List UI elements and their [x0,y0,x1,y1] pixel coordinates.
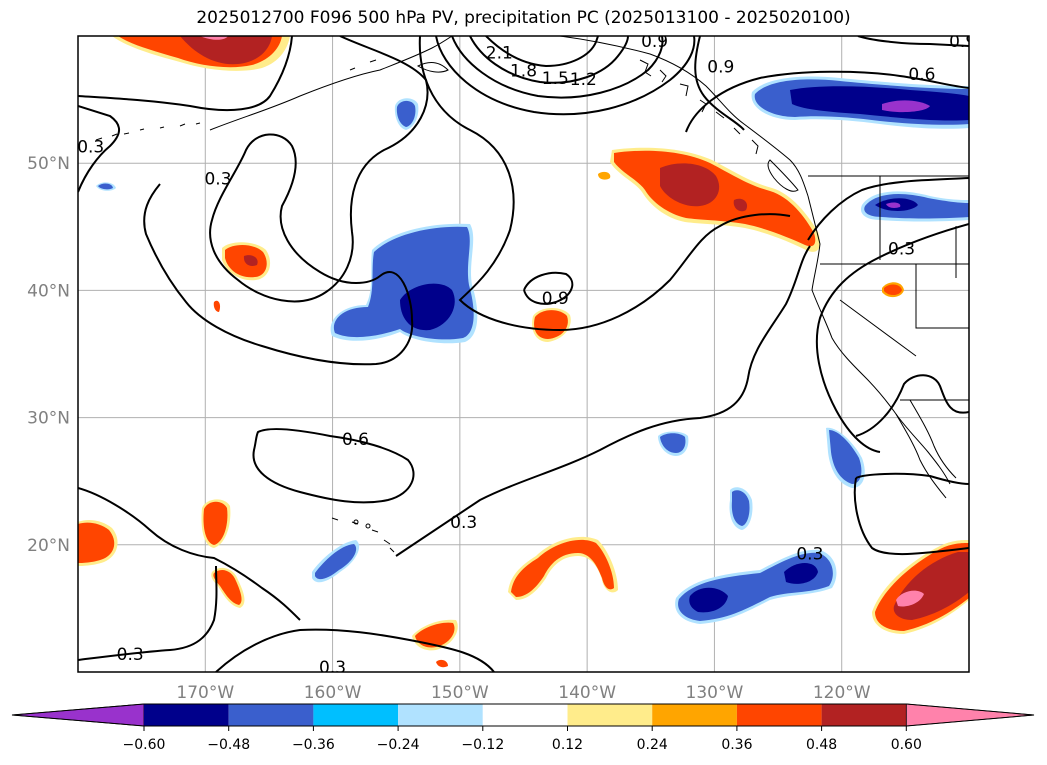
precip-blob-pnw-core [660,163,720,207]
colorbar-segment [736,704,822,726]
colorbar-segment [482,704,568,726]
colorbar-segment [567,704,653,726]
lon-tick-label: 160°W [304,683,362,703]
lon-tick-label: 130°W [686,683,744,703]
lat-tick-label: 40°N [27,281,70,301]
contour-label: 0.9 [641,32,668,52]
pv-contour-labels: 2.11.8 1.5 1.2 0.9 0.9 0.9 0.6 0.3 0.3 0.9 0.3 0.6 0… [77,32,976,678]
colorbar-tick-label: −0.36 [292,737,335,753]
contour-label: 0.6 [908,65,935,85]
contour-label: 0.9 [542,289,569,309]
lon-tick-label: 150°W [431,683,489,703]
contour-label: 0.3 [77,138,104,158]
contour-label: 1.5 [542,69,569,89]
colorbar-tick-label: 0.24 [637,737,668,753]
colorbar-segment [228,704,314,726]
colorbar-tick-label: −0.12 [461,737,504,753]
precip-blob-pnw-core-2 [733,198,748,212]
colorbar-segment [144,704,229,726]
colorbar-tick-label: 0.12 [552,737,583,753]
axis-tick-labels: 170°W 160°W 150°W 140°W 130°W 120°W 20°N 30°N 40… [27,154,871,703]
map-frame [77,35,970,673]
precip-blob-gulf-north-peak [200,36,228,40]
precipitation-shading [78,36,969,668]
colorbar-under-arrow [11,703,145,727]
colorbar-tick-label: −0.48 [207,737,250,753]
colorbar-segment [821,704,907,726]
contour-label: 0.9 [949,32,976,52]
lat-tick-label: 20°N [27,536,70,556]
lat-tick-label: 50°N [27,154,70,174]
contour-label: 0.3 [204,169,231,189]
colorbar: −0.60 −0.48 −0.36 −0.24 −0.12 0.12 0.24 0.36 0.4… [11,703,1035,753]
contour-label: 2.1 [486,44,513,64]
contour-label: 0.3 [450,513,477,533]
contour-label: 0.3 [796,545,823,565]
lat-tick-label: 30°N [27,409,70,429]
map-title: 2025012700 F096 500 hPa PV, precipitatio… [196,8,851,28]
colorbar-segment [313,704,399,726]
colorbar-tick-label: 0.36 [721,737,752,753]
colorbar-over-arrow [905,703,1035,727]
colorbar-tick-label: −0.60 [123,737,166,753]
lon-tick-label: 170°W [176,683,234,703]
colorbar-segment [398,704,483,726]
contour-label: 1.2 [570,70,597,90]
contour-label: 0.3 [117,645,144,665]
contour-label: 0.3 [319,658,346,678]
colorbar-tick-label: 0.48 [806,737,837,753]
contour-label: 0.6 [342,430,369,450]
precip-blob-gulf-north-inner [180,36,272,65]
contour-label: 0.9 [707,58,734,78]
colorbar-tick-label: −0.24 [377,737,420,753]
contour-label: 0.3 [888,239,915,259]
lon-tick-label: 120°W [813,683,871,703]
lon-tick-label: 140°W [558,683,616,703]
contour-label: 1.8 [510,61,537,81]
colorbar-segment [652,704,737,726]
colorbar-tick-label: 0.60 [891,737,922,753]
pv-contours [78,36,969,672]
